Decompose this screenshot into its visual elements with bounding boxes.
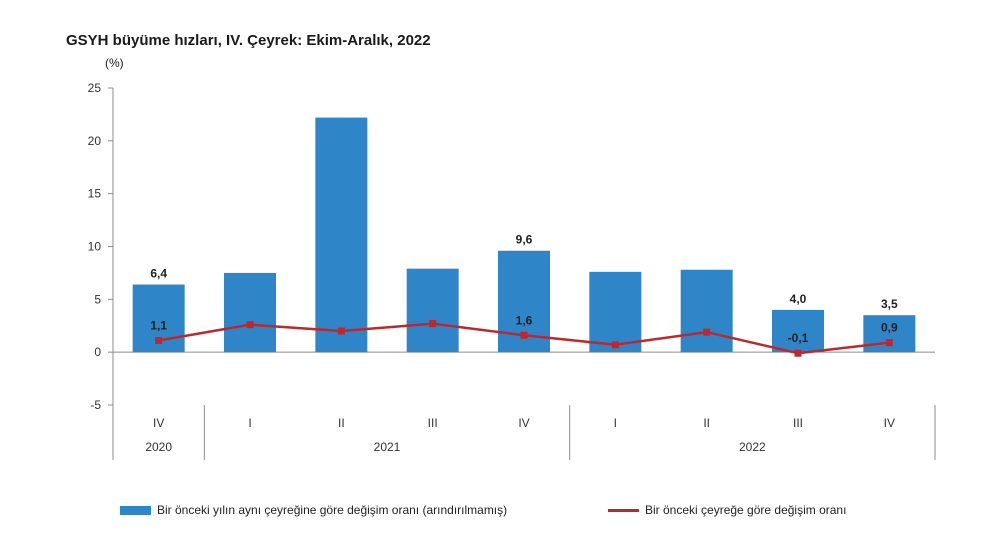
line-value-label: 1,6 xyxy=(516,313,533,327)
x-group-label-year: 2022 xyxy=(739,440,766,454)
legend-swatch-bar xyxy=(120,505,151,515)
bar-value-label: 6,4 xyxy=(150,267,167,281)
line-value-label: 1,1 xyxy=(150,319,167,333)
x-tick-label-quarter: IV xyxy=(884,416,895,430)
x-tick-label-quarter: II xyxy=(703,416,710,430)
bar xyxy=(224,272,276,353)
x-tick-label-quarter: III xyxy=(793,416,803,430)
bar-value-label: 4,0 xyxy=(790,292,807,306)
line-series xyxy=(155,320,893,357)
legend: Bir önceki yılın aynı çeyreğine göre değ… xyxy=(0,503,1000,523)
y-tick-label: 25 xyxy=(88,81,102,95)
y-tick-label: 15 xyxy=(88,187,102,201)
line-value-label: -0,1 xyxy=(788,331,809,345)
line-point xyxy=(520,331,528,339)
line-point xyxy=(794,349,802,357)
line-point xyxy=(885,339,893,347)
bar-value-label: 3,5 xyxy=(881,297,898,311)
legend-item-line: Bir önceki çeyreğe göre değişim oranı xyxy=(608,503,846,517)
line-point xyxy=(246,321,254,329)
x-tick-label-quarter: I xyxy=(248,416,251,430)
x-group-label-year: 2020 xyxy=(145,440,172,454)
y-tick-label: -5 xyxy=(90,398,101,412)
x-group-label-year: 2021 xyxy=(374,440,401,454)
x-tick-label-quarter: I xyxy=(614,416,617,430)
y-tick-label: 5 xyxy=(94,292,101,306)
line-value-label: 0,9 xyxy=(881,321,898,335)
x-tick-label-quarter: II xyxy=(338,416,345,430)
line-point xyxy=(429,320,437,328)
legend-swatch-line xyxy=(608,508,639,512)
bar xyxy=(406,268,459,353)
chart-title: GSYH büyüme hızları, IV. Çeyrek: Ekim-Ar… xyxy=(66,32,431,49)
data-labels: 6,4 9,6 4,0 3,5 1,1 1,6 -0,1 0,9 xyxy=(150,233,898,345)
legend-item-bar: Bir önceki yılın aynı çeyreğine göre değ… xyxy=(120,503,507,517)
legend-label-bar: Bir önceki yılın aynı çeyreğine göre değ… xyxy=(157,503,508,517)
y-tick-label: 10 xyxy=(88,240,102,254)
bar xyxy=(772,309,824,353)
bar-value-label: 9,6 xyxy=(516,233,533,247)
y-tick-label: 0 xyxy=(94,345,101,359)
x-tick-label-quarter: IV xyxy=(518,416,529,430)
legend-label-line: Bir önceki çeyreğe göre değişim oranı xyxy=(645,503,847,517)
y-tick-label: 20 xyxy=(88,134,102,148)
line-point xyxy=(611,341,619,349)
bar xyxy=(680,269,733,353)
bar xyxy=(315,117,368,353)
line-point xyxy=(155,337,163,345)
x-tick-label-quarter: IV xyxy=(153,416,164,430)
x-tick-label-quarter: III xyxy=(428,416,438,430)
bar xyxy=(589,271,642,353)
line-point xyxy=(337,327,345,335)
y-axis-unit-label: (%) xyxy=(105,56,124,70)
line-point xyxy=(703,328,711,336)
